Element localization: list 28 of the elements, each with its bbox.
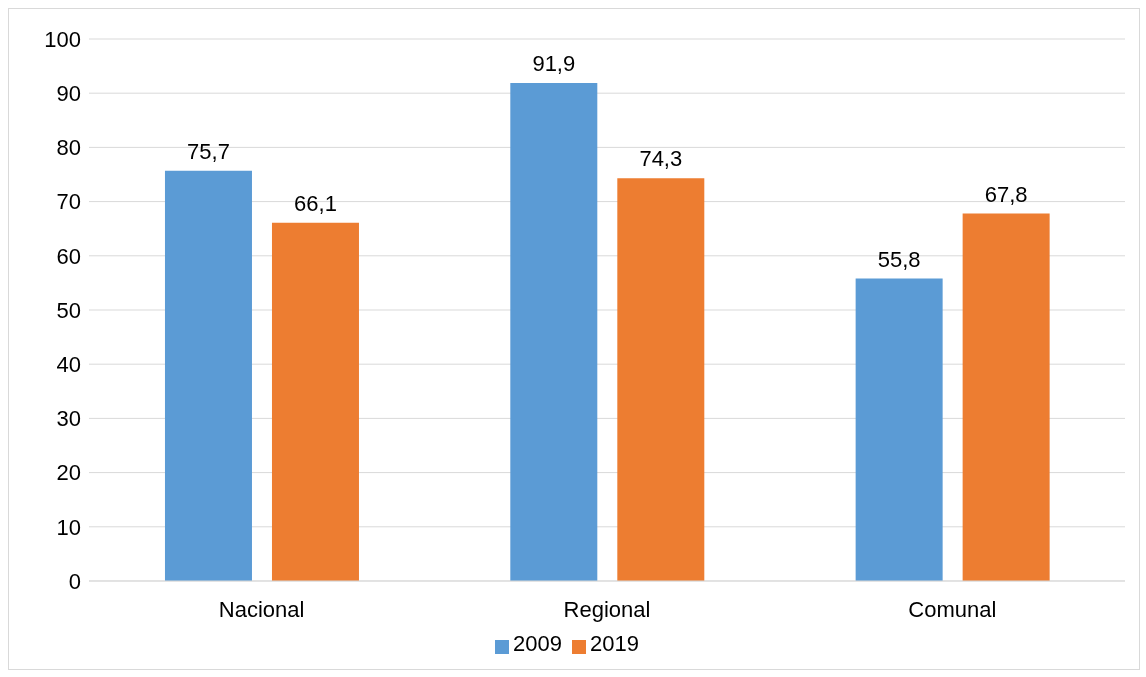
- data-label: 66,1: [294, 190, 337, 216]
- x-tick-label: Comunal: [908, 596, 997, 622]
- x-tick-label: Nacional: [218, 596, 305, 622]
- bar: [164, 170, 252, 581]
- data-label: 67,8: [984, 181, 1028, 207]
- data-label: 91,9: [532, 50, 576, 76]
- data-label: 74,3: [639, 146, 683, 172]
- bar: [271, 222, 359, 581]
- y-tick-label: 10: [56, 514, 81, 540]
- y-tick-label: 30: [56, 406, 81, 432]
- bar: [510, 82, 598, 581]
- legend-label: 2019: [590, 631, 639, 656]
- legend-label: 2009: [513, 631, 562, 656]
- bar: [617, 178, 705, 581]
- bar: [962, 213, 1050, 581]
- data-label: 75,7: [187, 138, 230, 164]
- x-tick-label: Regional: [563, 596, 651, 622]
- y-tick-label: 50: [56, 297, 81, 323]
- y-tick-label: 70: [56, 189, 81, 215]
- y-tick-label: 60: [56, 243, 81, 269]
- y-tick-label: 40: [56, 352, 81, 378]
- bar: [855, 278, 943, 581]
- data-label: 55,8: [877, 246, 921, 272]
- y-tick-label: 100: [44, 26, 81, 52]
- y-tick-label: 80: [56, 135, 81, 161]
- y-tick-label: 90: [56, 81, 81, 107]
- y-tick-label: 0: [68, 568, 81, 594]
- y-tick-label: 20: [56, 460, 81, 486]
